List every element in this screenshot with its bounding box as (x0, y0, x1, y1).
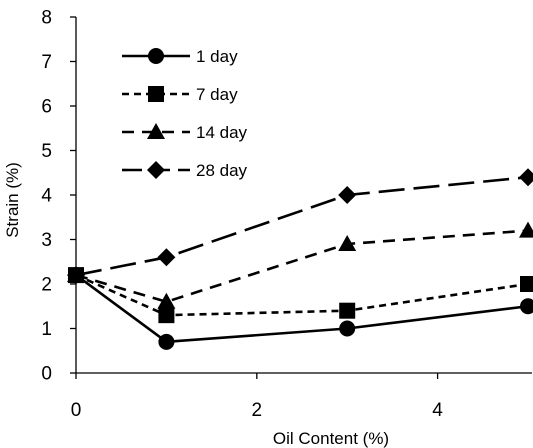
series-line (75, 229, 529, 304)
legend-entry: 28 day (122, 161, 248, 180)
legend-marker (148, 48, 164, 64)
legend-entry: 7 day (122, 85, 238, 104)
axes: 0 1 2 3 4 5 6 7 8 0 2 4 (41, 8, 532, 421)
series-line (75, 175, 529, 277)
legend-label: 1 day (196, 47, 238, 66)
y-tick-label: 6 (41, 97, 52, 118)
data-point (520, 298, 533, 315)
legend-label: 14 day (196, 123, 248, 142)
data-point (339, 302, 356, 319)
x-tick-label: 4 (432, 400, 443, 421)
y-tick-label: 5 (41, 141, 52, 162)
data-point (338, 234, 357, 251)
series-14-day (67, 221, 533, 309)
series-1-day (68, 267, 533, 350)
y-tick-label: 7 (41, 52, 52, 73)
y-tick-label: 3 (41, 230, 52, 251)
y-tick-label: 2 (41, 275, 52, 296)
y-tick-label: 4 (41, 186, 52, 207)
series-line (75, 273, 529, 317)
series-line (75, 274, 529, 344)
data-point (520, 276, 533, 292)
series-28-day (67, 168, 533, 285)
x-axis-title: Oil Content (%) (273, 429, 389, 448)
legend: 1 day 7 day 14 day 28 day (122, 47, 248, 180)
x-tick-label: 2 (252, 400, 263, 421)
y-axis-title: Strain (%) (3, 162, 22, 238)
legend-marker (147, 161, 165, 179)
series-layer (67, 168, 533, 350)
data-point (519, 168, 533, 187)
data-point (157, 292, 176, 309)
y-tick-label: 1 (41, 319, 52, 340)
legend-marker (148, 86, 164, 102)
x-tick-label: 0 (71, 400, 82, 421)
data-point (158, 307, 175, 324)
data-point (157, 248, 176, 267)
data-point (338, 186, 357, 204)
legend-label: 28 day (196, 161, 248, 180)
data-point (68, 267, 84, 284)
legend-label: 7 day (196, 85, 238, 104)
data-point (339, 320, 356, 337)
legend-entry: 1 day (122, 47, 238, 66)
data-point (519, 221, 533, 238)
data-point (158, 333, 175, 350)
legend-marker (147, 123, 165, 139)
legend-entry: 14 day (122, 123, 248, 142)
y-tick-label: 8 (41, 8, 52, 29)
y-tick-label: 0 (41, 364, 52, 385)
